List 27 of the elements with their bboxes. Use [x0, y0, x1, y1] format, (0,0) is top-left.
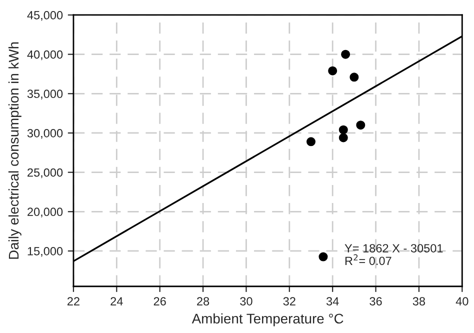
y-tick-label: 35,000: [27, 90, 63, 100]
y-tick-label: 25,000: [28, 168, 63, 178]
y-tick-label: 30,000: [27, 129, 63, 139]
x-tick-label: 36: [370, 297, 382, 306]
x-tick-label: 38: [412, 297, 426, 306]
x-axis-title: Ambient Temperature °C: [192, 313, 344, 326]
y-tick-label: 40,000: [27, 50, 63, 60]
point: [338, 133, 348, 142]
y-tick-label: 15,000: [28, 247, 63, 257]
x-tick-label: 24: [110, 297, 123, 306]
x-tick-label: 26: [154, 297, 166, 306]
point: [328, 66, 338, 76]
point: [350, 72, 359, 82]
point: [338, 125, 348, 134]
y-tick-label: 20,000: [28, 208, 63, 218]
point: [306, 137, 316, 146]
point: [341, 50, 350, 59]
x-tick-label: 40: [456, 297, 468, 306]
y-tick-label: 45,000: [27, 11, 63, 21]
x-tick-label: 28: [197, 297, 210, 306]
x-tick-label: 30: [240, 297, 252, 306]
y-axis-title: Daily electrical consumption in kWh: [8, 42, 22, 259]
x-tick-label: 32: [283, 297, 296, 306]
point: [356, 120, 366, 130]
legend-label: Y= 1862 X - 30501 R$^{2}$= 0.07: [344, 244, 443, 266]
x-tick-label: 34: [326, 297, 339, 306]
x-tick-label: 22: [68, 297, 80, 306]
